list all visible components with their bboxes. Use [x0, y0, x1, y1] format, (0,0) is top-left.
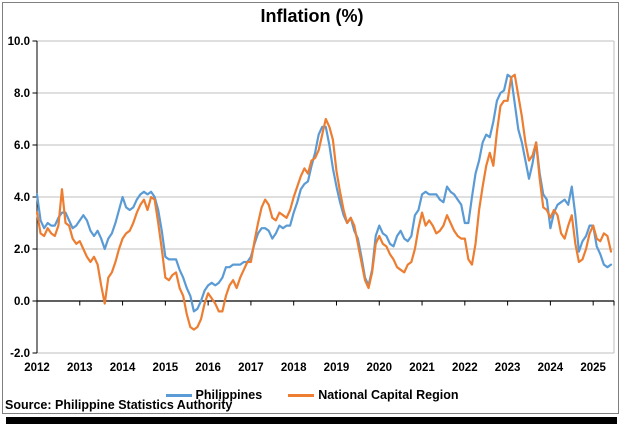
y-axis-tick-label: 2.0 [14, 244, 30, 256]
legend-label-ncr: National Capital Region [318, 388, 459, 402]
y-axis-tick-label: 0.0 [14, 296, 30, 308]
chart-legend: Philippines National Capital Region [0, 388, 624, 402]
x-axis-year-label: 2022 [452, 362, 478, 374]
x-axis-year-label: 2017 [238, 362, 264, 374]
bottom-black-bar [6, 417, 617, 424]
legend-label-philippines: Philippines [195, 388, 263, 402]
x-axis-year-label: 2018 [281, 362, 307, 374]
chart-title: Inflation (%) [260, 6, 364, 26]
x-axis-year-label: 2021 [409, 362, 435, 374]
philippines-line-swatch [165, 393, 192, 397]
x-axis-year-label: 2013 [67, 362, 93, 374]
x-axis-year-label: 2020 [366, 362, 392, 374]
x-axis-year-label: 2016 [195, 362, 221, 374]
ncr-line-swatch [288, 393, 315, 397]
x-axis-year-label: 2019 [324, 362, 350, 374]
x-axis-year-label: 2012 [24, 362, 50, 374]
ncr-line [35, 73, 613, 331]
y-axis-tick-label: 8.0 [14, 88, 30, 100]
y-axis-tick-label: 6.0 [14, 140, 30, 152]
y-axis-tick-label: -2.0 [10, 348, 30, 360]
x-axis-year-label: 2023 [495, 362, 521, 374]
x-axis-year-label: 2014 [110, 362, 136, 374]
legend-item-ncr: National Capital Region [288, 388, 458, 402]
x-axis-year-label: 2024 [538, 362, 564, 374]
chart-frame [2, 2, 619, 414]
legend-item-philippines: Philippines [165, 388, 263, 402]
y-axis-tick-label: 10.0 [8, 36, 30, 48]
x-axis-year-label: 2025 [580, 362, 606, 374]
y-axis-tick-label: 4.0 [14, 192, 30, 204]
philippines-line [35, 73, 613, 313]
x-axis-year-label: 2015 [153, 362, 179, 374]
source-note: Source: Philippine Statistics Authority [5, 398, 233, 412]
